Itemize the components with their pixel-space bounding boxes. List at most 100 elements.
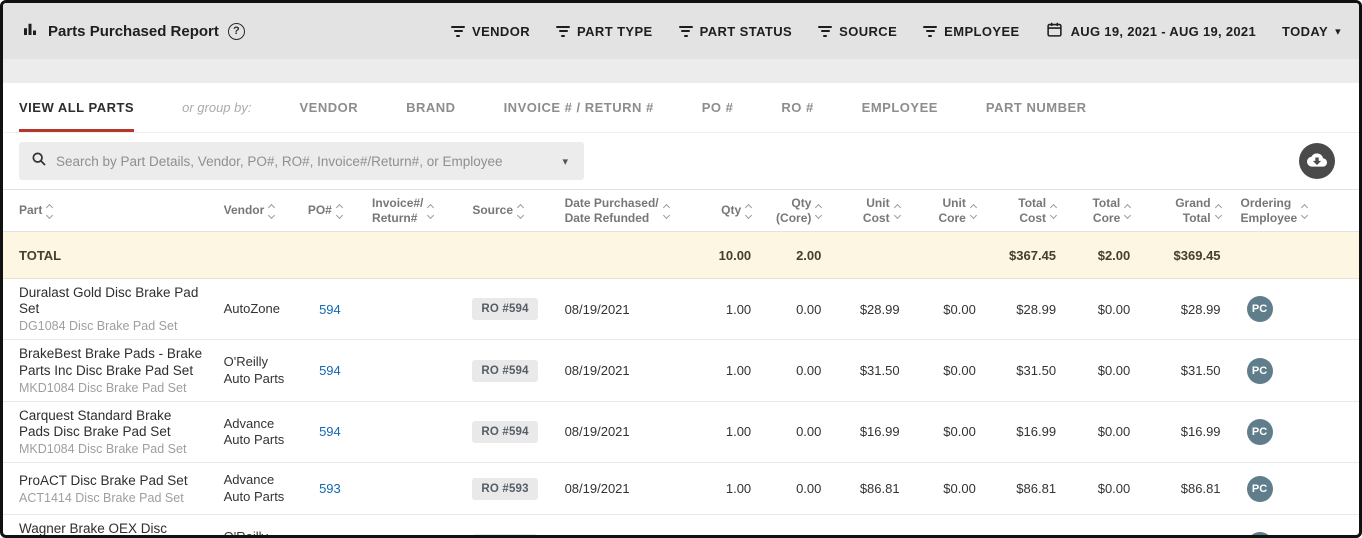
filter-icon xyxy=(451,26,465,37)
po-link[interactable]: 594 xyxy=(319,363,341,378)
total-core: $0.00 xyxy=(1066,279,1140,340)
sort-icons[interactable] xyxy=(428,204,433,218)
source-chip[interactable]: RO #593 xyxy=(472,534,537,538)
sort-icons[interactable] xyxy=(1216,204,1221,218)
column-header-po[interactable]: PO# xyxy=(298,190,362,232)
date-purchased: 08/19/2021 xyxy=(555,515,695,538)
search-input[interactable] xyxy=(56,154,549,169)
part-subtitle: DG1084 Disc Brake Pad Set xyxy=(19,319,204,333)
source-chip[interactable]: RO #593 xyxy=(472,478,537,500)
sort-icons[interactable] xyxy=(971,204,976,218)
column-header-label: Part xyxy=(19,203,42,218)
date-purchased: 08/19/2021 xyxy=(555,401,695,462)
sort-icons[interactable] xyxy=(1302,204,1307,218)
date-purchased: 08/19/2021 xyxy=(555,279,695,340)
filter-source-button[interactable]: SOURCE xyxy=(818,24,897,39)
sort-icons[interactable] xyxy=(47,204,52,218)
total-core: $0.00 xyxy=(1066,463,1140,515)
column-header-label: Vendor xyxy=(224,203,265,218)
column-header-qty[interactable]: Qty xyxy=(695,190,761,232)
source-chip[interactable]: RO #594 xyxy=(472,298,537,320)
column-header-total-cost[interactable]: Total Cost xyxy=(986,190,1066,232)
column-header-part[interactable]: Part xyxy=(3,190,214,232)
tab-po[interactable]: PO # xyxy=(702,83,734,132)
tab-part-number[interactable]: PART NUMBER xyxy=(986,83,1087,132)
sort-icons[interactable] xyxy=(337,204,342,218)
source-chip[interactable]: RO #594 xyxy=(472,421,537,443)
date-range-button[interactable]: AUG 19, 2021 - AUG 19, 2021 xyxy=(1046,21,1256,41)
filter-employee-button[interactable]: EMPLOYEE xyxy=(923,24,1019,39)
filter-icon xyxy=(556,26,570,37)
avatar[interactable]: PC xyxy=(1247,296,1273,322)
tab-invoice-return[interactable]: INVOICE # / RETURN # xyxy=(504,83,654,132)
tab-brand[interactable]: BRAND xyxy=(406,83,455,132)
filter-part-status-button[interactable]: PART STATUS xyxy=(679,24,793,39)
table-row: Wagner Brake OEX Disc Brake Pad SetOEX10… xyxy=(3,515,1359,538)
tab-ro[interactable]: RO # xyxy=(781,83,813,132)
sort-icons[interactable] xyxy=(1051,204,1056,218)
column-header-total-core[interactable]: Total Core xyxy=(1066,190,1140,232)
column-header-vendor[interactable]: Vendor xyxy=(214,190,298,232)
column-header-label: Unit Core xyxy=(938,196,965,226)
qty-core: 0.00 xyxy=(761,463,831,515)
column-header-source[interactable]: Source xyxy=(462,190,554,232)
unit-core: $0.00 xyxy=(910,515,986,538)
tab-employee[interactable]: EMPLOYEE xyxy=(862,83,938,132)
avatar[interactable]: PC xyxy=(1247,419,1273,445)
table-header-row: Part Vendor PO# Invoice#/ Return# Source… xyxy=(3,190,1359,232)
total-cost: $31.50 xyxy=(986,340,1066,401)
unit-core: $0.00 xyxy=(910,340,986,401)
table-row: Duralast Gold Disc Brake Pad SetDG1084 D… xyxy=(3,279,1359,340)
column-header-label: Ordering Employee xyxy=(1241,196,1298,226)
po-link[interactable]: 594 xyxy=(319,424,341,439)
avatar[interactable]: PC xyxy=(1247,532,1273,538)
column-header-qty-core[interactable]: Qty (Core) xyxy=(761,190,831,232)
avatar[interactable]: PC xyxy=(1247,476,1273,502)
report-header: Parts Purchased Report ? VENDOR PART TYP… xyxy=(3,3,1359,59)
sort-icons[interactable] xyxy=(269,204,274,218)
sort-icons[interactable] xyxy=(816,204,821,218)
column-header-label: Invoice#/ Return# xyxy=(372,196,423,226)
avatar[interactable]: PC xyxy=(1247,358,1273,384)
unit-cost: $31.50 xyxy=(831,340,909,401)
group-by-label: or group by: xyxy=(182,83,251,132)
po-link[interactable]: 593 xyxy=(319,481,341,496)
column-header-ordering-employee[interactable]: Ordering Employee xyxy=(1231,190,1359,232)
filter-label: VENDOR xyxy=(472,24,530,39)
sort-icons[interactable] xyxy=(895,204,900,218)
unit-core: $0.00 xyxy=(910,279,986,340)
filter-icon xyxy=(679,26,693,37)
column-header-grand-total[interactable]: Grand Total xyxy=(1140,190,1230,232)
column-header-date[interactable]: Date Purchased/ Date Refunded xyxy=(555,190,695,232)
column-header-invoice-return[interactable]: Invoice#/ Return# xyxy=(362,190,462,232)
help-icon[interactable]: ? xyxy=(228,23,245,40)
filter-part-type-button[interactable]: PART TYPE xyxy=(556,24,653,39)
filter-label: SOURCE xyxy=(839,24,897,39)
chevron-down-icon: ▾ xyxy=(1335,25,1341,38)
date-preset-dropdown[interactable]: TODAY ▾ xyxy=(1282,24,1341,39)
column-header-label: Total Cost xyxy=(1018,196,1046,226)
column-header-label: PO# xyxy=(308,203,332,218)
search-box[interactable]: ▾ xyxy=(19,142,584,180)
tab-view-all-parts[interactable]: VIEW ALL PARTS xyxy=(19,83,134,132)
tab-vendor[interactable]: VENDOR xyxy=(299,83,358,132)
column-header-unit-core[interactable]: Unit Core xyxy=(910,190,986,232)
total-cost: $86.81 xyxy=(986,463,1066,515)
sort-icons[interactable] xyxy=(664,204,669,218)
unit-cost: $16.99 xyxy=(831,401,909,462)
filter-vendor-button[interactable]: VENDOR xyxy=(451,24,530,39)
date-purchased: 08/19/2021 xyxy=(555,463,695,515)
search-dropdown-caret-icon[interactable]: ▾ xyxy=(558,155,572,168)
unit-cost: $53.09 xyxy=(831,515,909,538)
column-header-unit-cost[interactable]: Unit Cost xyxy=(831,190,909,232)
export-download-button[interactable] xyxy=(1299,143,1335,179)
po-link[interactable]: 594 xyxy=(319,302,341,317)
total-core: $0.00 xyxy=(1066,340,1140,401)
filter-toolbar: VENDOR PART TYPE PART STATUS SOURCE EMPL… xyxy=(451,21,1341,41)
sort-icons[interactable] xyxy=(746,204,751,218)
qty: 1.00 xyxy=(695,340,761,401)
sort-icons[interactable] xyxy=(1125,204,1130,218)
source-chip[interactable]: RO #594 xyxy=(472,360,537,382)
total-label: TOTAL xyxy=(19,248,61,263)
sort-icons[interactable] xyxy=(518,204,523,218)
